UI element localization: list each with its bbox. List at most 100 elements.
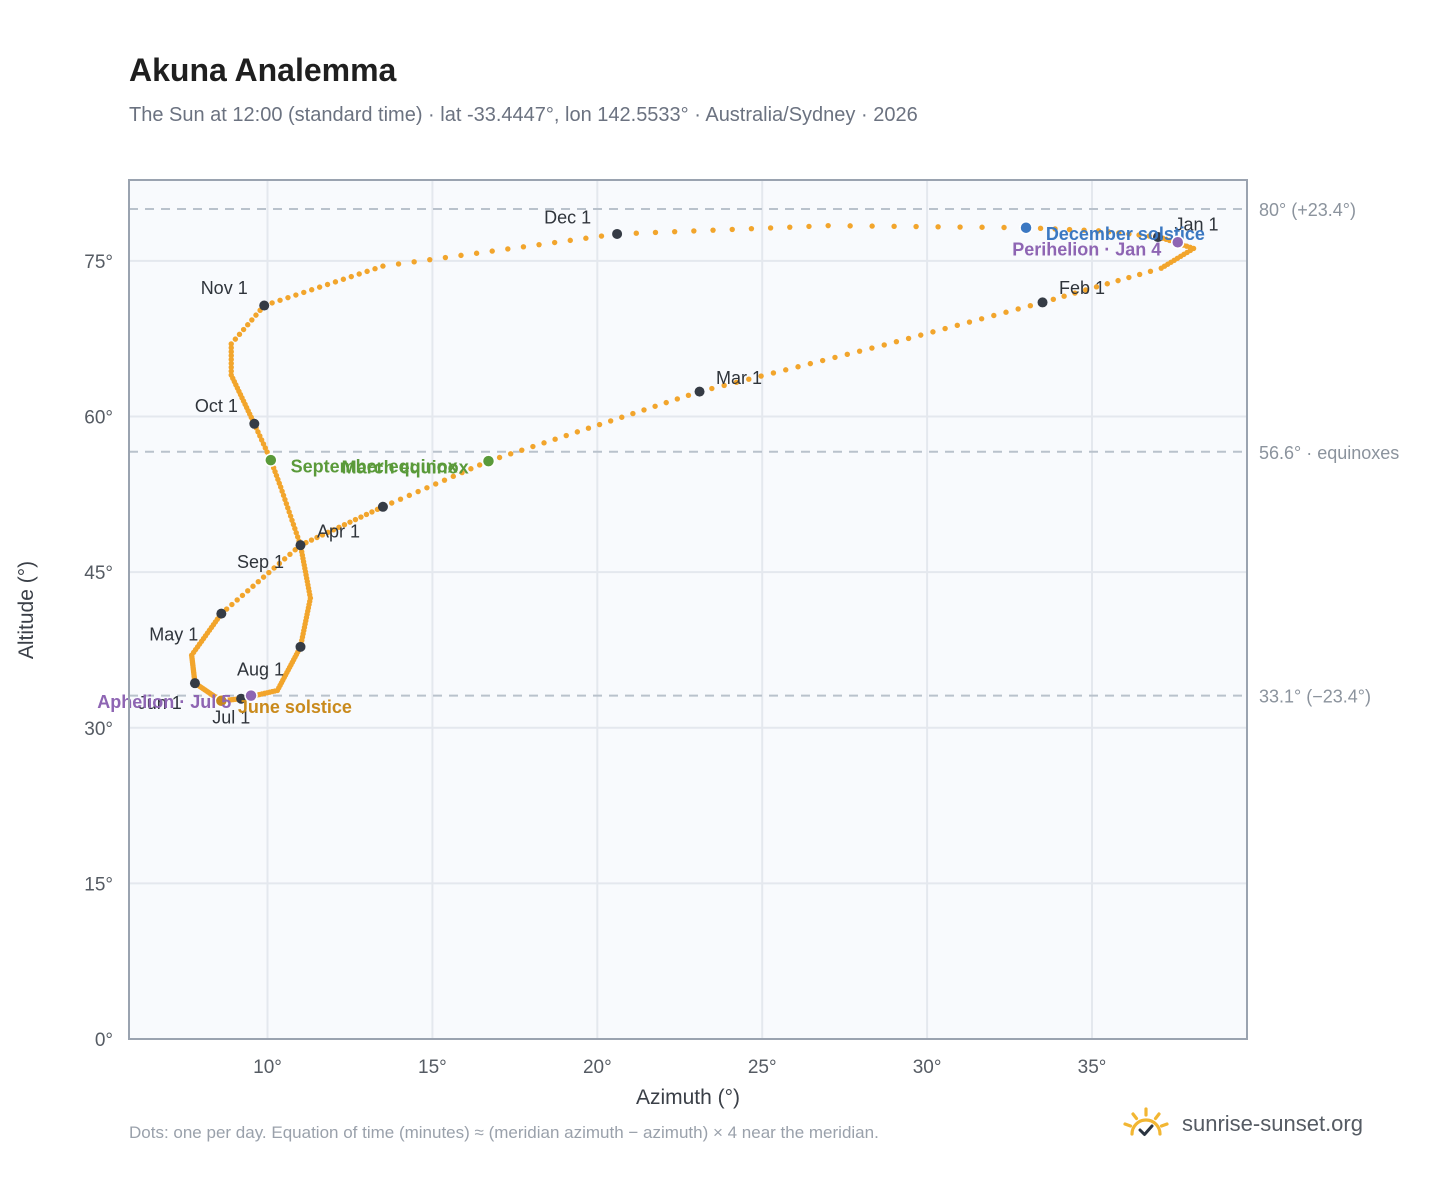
daily-sun-dot xyxy=(746,376,752,382)
daily-sun-dot xyxy=(733,379,740,386)
daily-sun-dot xyxy=(978,316,985,322)
daily-sun-dot xyxy=(966,319,973,325)
daily-sun-dot xyxy=(519,447,525,453)
daily-sun-dot xyxy=(574,429,581,435)
daily-sun-dot xyxy=(721,382,727,389)
daily-sun-dot xyxy=(356,271,362,277)
x-tick-label: 20° xyxy=(583,1057,612,1078)
daily-sun-dot xyxy=(847,223,853,229)
daily-sun-dot xyxy=(1027,302,1034,309)
daily-sun-dot xyxy=(551,239,558,246)
daily-sun-dot xyxy=(520,244,527,250)
daily-sun-dot xyxy=(1083,287,1089,293)
y-tick-label: 0° xyxy=(95,1030,113,1051)
month-label: Mar 1 xyxy=(716,368,762,388)
daily-sun-dot xyxy=(358,514,364,520)
month-label: Dec 1 xyxy=(544,207,591,227)
y-tick-label: 75° xyxy=(84,252,113,273)
daily-sun-dot xyxy=(825,222,831,229)
brand-link[interactable]: sunrise-sunset.org xyxy=(1120,1100,1363,1148)
daily-sun-dot xyxy=(442,254,449,261)
daily-sun-dot xyxy=(397,496,404,502)
daily-sun-dot xyxy=(280,492,287,499)
daily-sun-dot xyxy=(663,399,669,406)
daily-sun-dot xyxy=(496,454,503,461)
daily-sun-dot xyxy=(1015,306,1021,312)
daily-sun-dot xyxy=(930,329,936,335)
daily-sun-dot xyxy=(1066,226,1073,233)
daily-sun-dot xyxy=(585,425,592,431)
daily-sun-dot xyxy=(352,516,359,523)
daily-sun-dot xyxy=(787,224,793,230)
daily-sun-dot xyxy=(411,259,417,265)
daily-sun-dot xyxy=(372,266,378,272)
daily-sun-dot xyxy=(869,223,875,229)
month-marker xyxy=(1152,232,1163,243)
daily-sun-dot xyxy=(330,527,337,533)
daily-sun-dot xyxy=(228,345,234,351)
sun-logo-icon xyxy=(1123,1107,1169,1136)
daily-sun-dot xyxy=(1147,268,1154,274)
daily-sun-dot xyxy=(918,332,924,338)
daily-sun-dot xyxy=(228,352,234,359)
daily-sun-dot xyxy=(1136,271,1143,278)
daily-sun-dot xyxy=(607,418,614,424)
event-marker xyxy=(214,694,229,708)
daily-sun-dot xyxy=(630,410,636,417)
daily-sun-dot xyxy=(363,511,370,518)
daily-sun-dot xyxy=(292,525,298,532)
event-marker xyxy=(1170,235,1185,249)
x-tick-label: 15° xyxy=(418,1057,447,1078)
daily-sun-dot xyxy=(468,466,474,472)
daily-sun-dot xyxy=(341,522,348,528)
daily-sun-dot xyxy=(255,578,261,585)
daily-sun-dot xyxy=(893,338,900,345)
month-label: Jul 1 xyxy=(212,707,250,727)
daily-sun-dot xyxy=(1126,231,1132,237)
daily-sun-dot xyxy=(1116,230,1122,236)
daily-sun-dot xyxy=(891,223,897,230)
daily-sun-dot xyxy=(239,592,246,599)
daily-sun-dot xyxy=(563,432,569,439)
daily-sun-dot xyxy=(309,287,315,293)
month-marker xyxy=(377,501,388,512)
daily-sun-dot xyxy=(1136,232,1142,238)
daily-sun-dot xyxy=(290,521,297,528)
daily-sun-dot xyxy=(279,488,285,494)
daily-sun-dot xyxy=(1061,293,1067,299)
daily-sun-dot xyxy=(433,481,439,487)
daily-sun-dot xyxy=(324,281,331,288)
daily-sun-dot xyxy=(308,537,315,543)
daily-sun-dot xyxy=(228,356,234,363)
daily-sun-dot xyxy=(294,534,301,540)
month-marker xyxy=(295,641,306,652)
daily-sun-dot xyxy=(301,289,307,296)
daily-sun-dot xyxy=(245,322,251,328)
daily-sun-dot xyxy=(473,250,480,256)
daily-sun-dot xyxy=(450,473,456,480)
daily-sun-dot xyxy=(441,477,448,483)
daily-sun-dot xyxy=(285,294,291,301)
daily-sun-dot xyxy=(282,496,288,503)
daily-sun-dot xyxy=(336,524,342,530)
daily-sun-dot xyxy=(541,440,547,446)
daily-sun-dot xyxy=(340,276,347,282)
daily-sun-dot xyxy=(942,325,948,332)
daily-sun-dot xyxy=(283,500,290,507)
daily-sun-dot xyxy=(348,273,354,280)
daily-sun-dot xyxy=(286,509,292,515)
month-marker xyxy=(295,540,306,551)
x-tick-label: 25° xyxy=(748,1057,777,1078)
daily-sun-dot xyxy=(228,348,234,355)
y-tick-label: 30° xyxy=(84,719,113,740)
chart-title: Akuna Analemma xyxy=(129,52,397,88)
month-marker xyxy=(259,300,270,311)
daily-sun-dot xyxy=(369,509,375,515)
reference-line-label: 56.6° · equinoxes xyxy=(1259,443,1399,463)
x-axis-label: Azimuth (°) xyxy=(636,1086,740,1109)
daily-sun-dot xyxy=(292,547,298,553)
month-marker xyxy=(189,678,200,689)
daily-sun-dot xyxy=(260,441,267,447)
